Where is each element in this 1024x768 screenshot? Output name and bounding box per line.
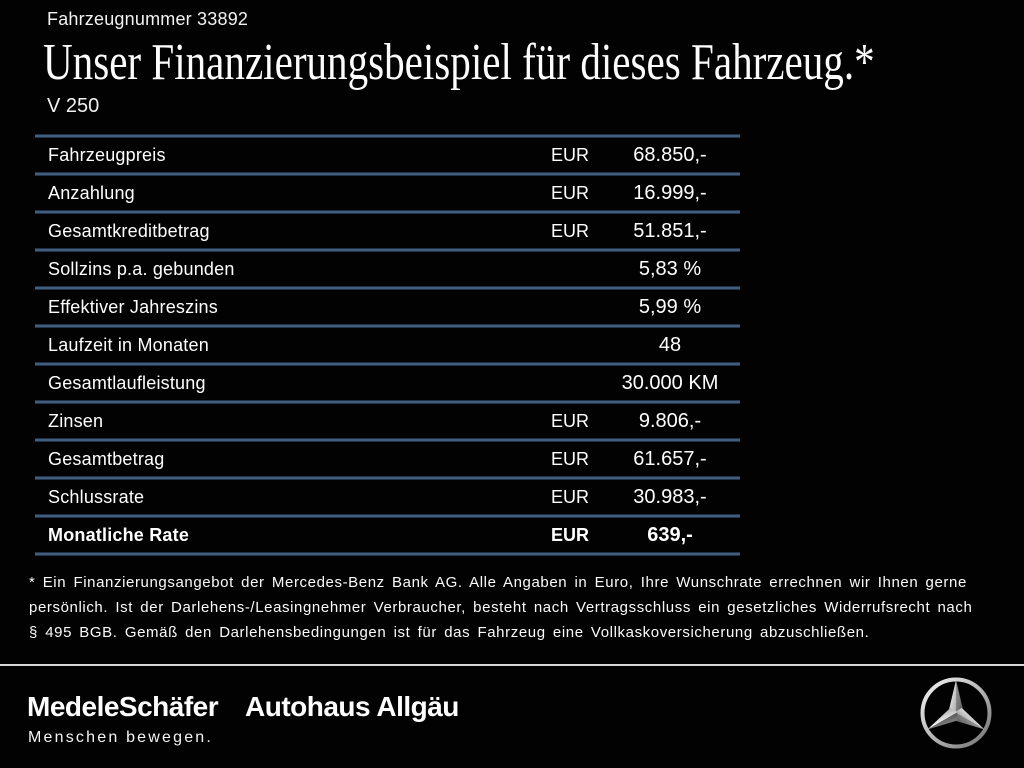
mercedes-star-logo — [920, 677, 992, 749]
row-separator-line — [35, 400, 740, 404]
row-separator-line — [35, 134, 740, 138]
row-currency: EUR — [550, 410, 589, 431]
row-separator-line — [35, 362, 740, 366]
row-currency: EUR — [550, 448, 589, 469]
row-label: Sollzins p.a. gebunden — [48, 258, 235, 279]
dealer-slogan: Menschen bewegen. — [28, 729, 214, 746]
dealer-logo-medele-schaefer: MedeleSchäfer — [27, 691, 219, 722]
row-value: 5,83 % — [638, 257, 702, 280]
footnote-line: § 495 BGB. Gemäß den Darlehensbedingunge… — [29, 624, 870, 641]
row-label: Gesamtbetrag — [48, 448, 165, 469]
row-separator-line — [35, 438, 740, 442]
finance-table: Fahrzeugpreis EUR 68.850,- Anzahlung EUR 16.9… — [35, 134, 740, 556]
row-separator-line — [35, 248, 740, 252]
row-separator-line — [35, 210, 740, 214]
row-currency: EUR — [550, 144, 589, 165]
row-label: Effektiver Jahreszins — [48, 296, 218, 317]
row-value: 9.806,- — [638, 409, 702, 432]
footer-divider — [0, 664, 1024, 666]
row-label: Fahrzeugpreis — [48, 144, 166, 165]
footnote-line: * Ein Finanzierungsangebot der Mercedes-… — [29, 574, 967, 591]
vehicle-model: V 250 — [47, 95, 100, 117]
row-currency: EUR — [550, 524, 589, 545]
row-label: Gesamtkreditbetrag — [48, 220, 210, 241]
row-currency: EUR — [550, 182, 589, 203]
row-label: Anzahlung — [48, 182, 135, 203]
table-row: Gesamtbetrag EUR 61.657,- — [35, 442, 740, 476]
row-value: 639,- — [647, 523, 693, 546]
row-separator-line — [35, 172, 740, 176]
table-row: Effektiver Jahreszins 5,99 % — [35, 290, 740, 324]
row-value: 61.657,- — [633, 447, 707, 470]
row-separator-line — [35, 286, 740, 290]
row-label: Schlussrate — [48, 486, 145, 507]
page-title: Unser Finanzierungsbeispiel für dieses F… — [43, 34, 875, 91]
row-separator-line — [35, 476, 740, 480]
dealer-logo-autohaus-allgaeu: Autohaus Allgäu — [245, 691, 459, 722]
row-value: 30.000 KM — [621, 371, 719, 394]
vehicle-number: Fahrzeugnummer 33892 — [47, 9, 249, 29]
row-value: 5,99 % — [638, 295, 702, 318]
row-value: 30.983,- — [633, 485, 707, 508]
row-separator-line — [35, 514, 740, 518]
row-separator-line — [35, 324, 740, 328]
footnote-line: persönlich. Ist der Darlehens-/Leasingne… — [29, 599, 973, 616]
table-row: Anzahlung EUR 16.999,- — [35, 176, 740, 210]
row-value: 68.850,- — [633, 143, 707, 166]
table-row: Sollzins p.a. gebunden 5,83 % — [35, 252, 740, 286]
footnote: * Ein Finanzierungsangebot der Mercedes-… — [29, 570, 1019, 645]
row-label: Monatliche Rate — [48, 524, 190, 545]
row-label: Gesamtlaufleistung — [48, 372, 206, 393]
row-separator-line — [35, 552, 740, 556]
table-row: Fahrzeugpreis EUR 68.850,- — [35, 138, 740, 172]
row-label: Laufzeit in Monaten — [48, 334, 209, 355]
row-value: 16.999,- — [633, 181, 707, 204]
row-label: Zinsen — [48, 410, 104, 431]
table-row: Gesamtkreditbetrag EUR 51.851,- — [35, 214, 740, 248]
row-value: 48 — [658, 333, 682, 356]
table-row: Schlussrate EUR 30.983,- — [35, 480, 740, 514]
table-row: Laufzeit in Monaten 48 — [35, 328, 740, 362]
row-currency: EUR — [550, 486, 589, 507]
table-row: Gesamtlaufleistung 30.000 KM — [35, 366, 740, 400]
table-row: Monatliche Rate EUR 639,- — [35, 518, 740, 552]
row-value: 51.851,- — [633, 219, 707, 242]
table-row: Zinsen EUR 9.806,- — [35, 404, 740, 438]
row-currency: EUR — [550, 220, 589, 241]
